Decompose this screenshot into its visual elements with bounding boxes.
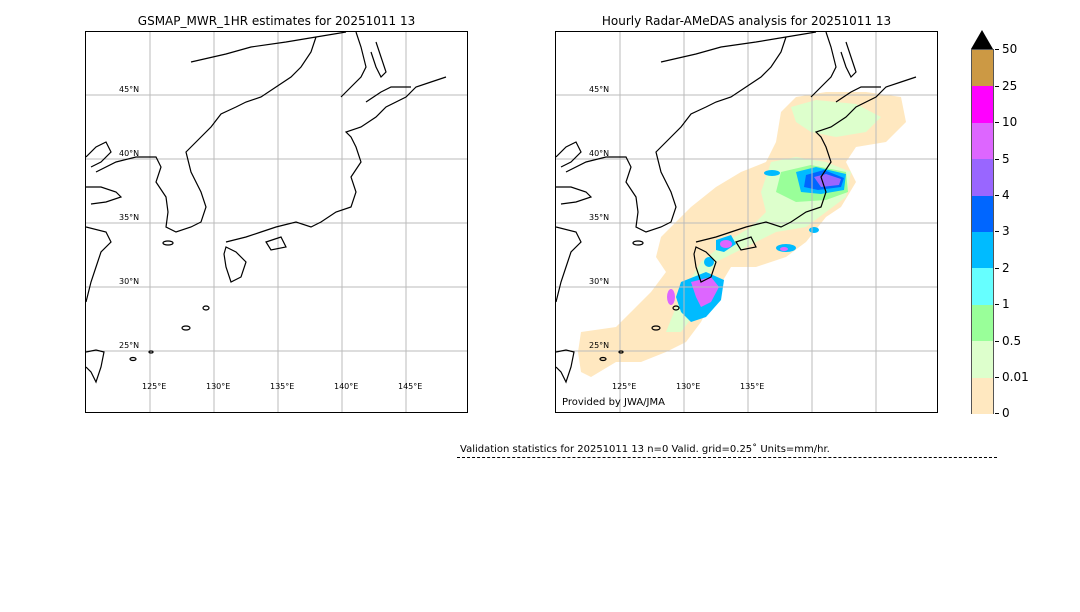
right-map-radar-amedas: 45°N 40°N 35°N 30°N 25°N 125°E 130°E 135…	[555, 31, 938, 413]
colorbar-segment-10-25	[972, 86, 993, 123]
colorbar-segment-1-2	[972, 268, 993, 305]
lat-label: 35°N	[589, 213, 610, 222]
lat-label: 40°N	[119, 149, 140, 158]
lat-label: 40°N	[589, 149, 610, 158]
colorbar-tick: 5	[995, 153, 1010, 165]
precipitation-map	[556, 32, 937, 412]
colorbar-tick: 0.01	[995, 371, 1029, 383]
colorbar-segment-5-10	[972, 122, 993, 160]
left-map-title: GSMAP_MWR_1HR estimates for 20251011 13	[137, 14, 416, 28]
lat-label: 25°N	[119, 341, 140, 350]
colorbar-segment-0.01-0.5	[972, 341, 993, 378]
lat-label: 30°N	[119, 277, 140, 286]
colorbar-tick: 3	[995, 225, 1010, 237]
lon-label: 125°E	[612, 382, 637, 391]
colorbar-segment-4-5	[972, 159, 993, 196]
colorbar-segment-0-0.01	[972, 377, 993, 414]
gridlines	[86, 32, 467, 412]
validation-statistics: Validation statistics for 20251011 13 n=…	[460, 444, 830, 455]
lon-label: 135°E	[270, 382, 295, 391]
coastline-map	[86, 32, 467, 412]
colorbar-tick: 50	[995, 43, 1017, 55]
lon-label: 130°E	[206, 382, 231, 391]
colorbar-extend-arrow	[971, 30, 993, 49]
colorbar-segment-3-4	[972, 195, 993, 232]
colorbar-tick: 4	[995, 189, 1010, 201]
lon-label: 125°E	[142, 382, 167, 391]
colorbar-tick: 0	[995, 407, 1010, 419]
data-credit: Provided by JWA/JMA	[562, 397, 665, 408]
lon-label: 145°E	[398, 382, 423, 391]
colorbar-tick: 1	[995, 298, 1010, 310]
coastlines	[86, 32, 447, 384]
left-map-gsmap: 45°N 40°N 35°N 30°N 25°N 125°E 130°E 135…	[85, 31, 468, 413]
colorbar-segment-25-50	[972, 50, 993, 87]
lat-label: 30°N	[589, 277, 610, 286]
lon-label: 130°E	[676, 382, 701, 391]
colorbar	[971, 49, 994, 414]
precip-field	[578, 92, 906, 377]
colorbar-tick: 0.5	[995, 335, 1021, 347]
lat-label: 45°N	[589, 85, 610, 94]
lon-label: 135°E	[740, 382, 765, 391]
right-map-title: Hourly Radar-AMeDAS analysis for 2025101…	[601, 14, 892, 28]
colorbar-tick: 2	[995, 262, 1010, 274]
lon-label: 140°E	[334, 382, 359, 391]
lat-label: 25°N	[589, 341, 610, 350]
colorbar-segment-0.5-1	[972, 304, 993, 342]
colorbar-segment-2-3	[972, 232, 993, 269]
colorbar-tick: 10	[995, 116, 1017, 128]
lat-label: 45°N	[119, 85, 140, 94]
colorbar-tick: 25	[995, 80, 1017, 92]
coastlines	[556, 32, 917, 384]
stats-divider	[457, 457, 997, 458]
lat-label: 35°N	[119, 213, 140, 222]
